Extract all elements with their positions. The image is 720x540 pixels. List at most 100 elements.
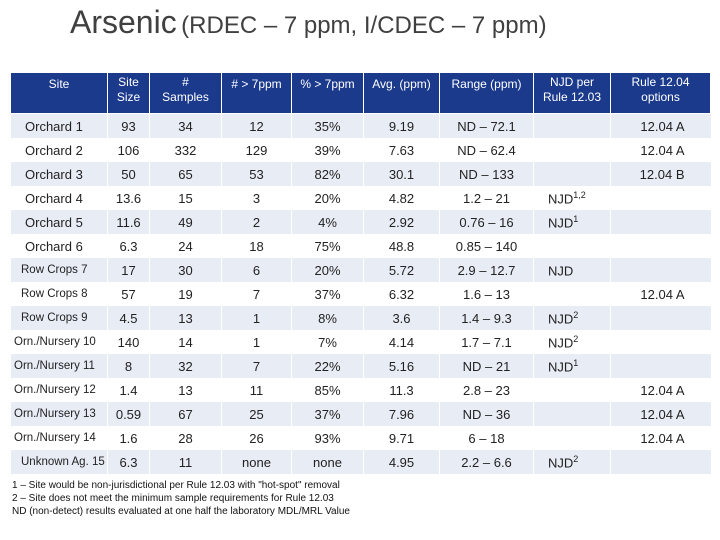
header-line: Samples (162, 90, 209, 104)
avg-cell: 30.1 (363, 162, 440, 186)
option-cell: 12.04 A (610, 378, 711, 402)
header-over-7ppm: # > 7ppm (221, 72, 292, 114)
size-value: 93 (121, 118, 136, 134)
size-cell: 13.6 (107, 186, 150, 210)
njd-cell: NJD2 (533, 330, 611, 354)
site-cell: Orn./Nursery 13 (10, 402, 108, 426)
size-cell: 57 (107, 282, 150, 306)
range-cell: 1.4 – 9.3 (439, 306, 534, 330)
site-value: Orchard 1 (25, 118, 83, 134)
samples-value: 34 (178, 118, 193, 134)
range-cell: 2.2 – 6.6 (439, 450, 534, 474)
site-cell: Row Crops 9 (10, 306, 108, 330)
avg-value: 5.72 (388, 262, 415, 278)
size-value: 4.5 (119, 310, 138, 326)
option-cell (610, 186, 711, 210)
range-cell: 2.8 – 23 (439, 378, 534, 402)
pct-value: 35% (314, 118, 341, 134)
njd-cell: NJD2 (533, 450, 611, 474)
size-value: 1.6 (119, 430, 138, 446)
over-value: 7 (252, 286, 261, 302)
samples-cell: 19 (149, 282, 222, 306)
njd-footnote-ref: 1,2 (573, 189, 586, 200)
njd-cell: NJD1 (533, 210, 611, 234)
option-cell (610, 306, 711, 330)
site-value: Orn./Nursery 14 (14, 432, 96, 444)
footnote-2: 2 – Site does not meet the minimum sampl… (12, 493, 334, 504)
njd-cell: NJD (533, 258, 611, 282)
site-value: Orchard 2 (25, 142, 83, 158)
samples-cell: 34 (149, 113, 222, 138)
avg-value: 4.95 (388, 454, 415, 470)
samples-cell: 30 (149, 258, 222, 282)
njd-cell (533, 234, 611, 258)
samples-value: 15 (178, 190, 193, 206)
avg-value: 30.1 (388, 166, 415, 182)
over-value: 129 (245, 142, 268, 158)
site-cell: Orchard 5 (10, 210, 108, 234)
samples-value: 65 (178, 166, 193, 182)
njd-value: NJD (548, 335, 574, 351)
option-cell (610, 354, 711, 378)
site-cell: Unknown Ag. 15 (10, 450, 108, 474)
site-value: Unknown Ag. 15 (21, 456, 105, 468)
arsenic-table: Site Site Size # Samples # > 7ppm% > 7ppm Avg.… (10, 72, 711, 474)
avg-value: 6.32 (388, 286, 415, 302)
footnote-3: ND (non-detect) results evaluated at one… (12, 506, 350, 517)
header-line: Rule 12.03 (542, 90, 602, 104)
njd-cell: NJD2 (533, 306, 611, 330)
njd-value: NJD (548, 263, 574, 279)
site-value: Orn./Nursery 11 (14, 360, 95, 372)
avg-value: 4.82 (388, 190, 415, 206)
samples-value: 32 (178, 358, 193, 374)
samples-cell: 14 (149, 330, 222, 354)
over-cell: 7 (221, 282, 292, 306)
samples-value: 11 (178, 454, 193, 470)
samples-cell: 65 (149, 162, 222, 186)
range-value: ND – 62.4 (457, 142, 516, 158)
range-cell: ND – 62.4 (439, 138, 534, 162)
size-cell: 93 (107, 113, 150, 138)
pct-cell: 8% (291, 306, 364, 330)
samples-value: 49 (178, 214, 193, 230)
njd-cell (533, 162, 611, 186)
option-cell: 12.04 A (610, 138, 711, 162)
title-main: Arsenic (70, 4, 177, 40)
over-cell: 129 (221, 138, 292, 162)
avg-cell: 9.19 (363, 113, 440, 138)
size-cell: 8 (107, 354, 150, 378)
range-value: ND – 36 (462, 406, 511, 422)
size-value: 11.6 (116, 214, 141, 230)
over-cell: 7 (221, 354, 292, 378)
header-line: options (641, 90, 680, 104)
pct-cell: 22% (291, 354, 364, 378)
table-row: Orchard 1 93 34 12 35% 9.19 ND – 72.1 12.04 A (10, 113, 711, 138)
over-value: 11 (249, 382, 264, 398)
avg-cell: 4.82 (363, 186, 440, 210)
over-cell: 26 (221, 426, 292, 450)
size-cell: 6.3 (107, 234, 150, 258)
over-value: 6 (252, 262, 261, 278)
pct-cell: 85% (291, 378, 364, 402)
pct-value: 37% (314, 286, 341, 302)
pct-value: 93% (314, 430, 341, 446)
header-range-ppm: Range (ppm) (439, 72, 534, 114)
option-value: 12.04 A (640, 142, 685, 158)
samples-value: 28 (178, 430, 193, 446)
pct-cell: 37% (291, 282, 364, 306)
size-cell: 1.6 (107, 426, 150, 450)
site-value: Orn./Nursery 13 (14, 408, 96, 420)
option-cell (610, 210, 711, 234)
samples-value: 14 (178, 334, 193, 350)
avg-cell: 4.14 (363, 330, 440, 354)
avg-cell: 5.16 (363, 354, 440, 378)
size-cell: 140 (107, 330, 150, 354)
range-value: 1.7 – 7.1 (461, 334, 512, 350)
range-value: ND – 72.1 (457, 118, 516, 134)
range-cell: 1.6 – 13 (439, 282, 534, 306)
pct-cell: 82% (291, 162, 364, 186)
header-line: Size (116, 90, 141, 104)
njd-cell: NJD1 (533, 354, 611, 378)
njd-value: NJD (548, 191, 574, 207)
table-row: Orchard 5 11.6 49 2 4% 2.92 0.76 – 16 NJD1 (10, 210, 711, 234)
